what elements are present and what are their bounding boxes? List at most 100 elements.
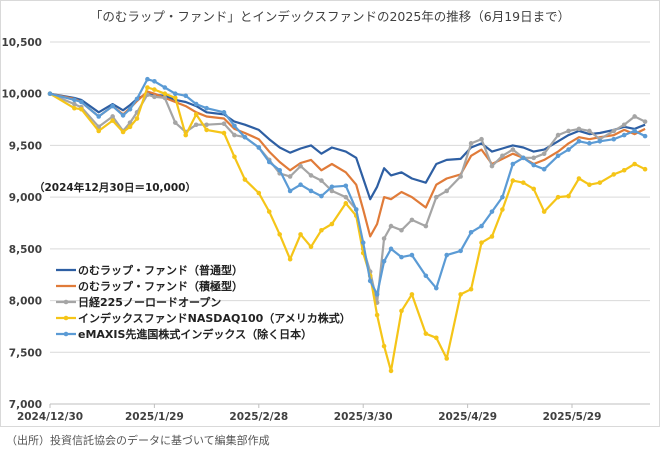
data-point — [204, 122, 209, 128]
data-point — [298, 182, 303, 188]
data-point — [193, 101, 199, 107]
data-point — [621, 167, 627, 173]
data-point — [134, 96, 140, 102]
data-point — [541, 209, 547, 214]
data-point — [256, 190, 262, 196]
data-point — [555, 132, 561, 138]
data-point — [343, 201, 349, 206]
data-point — [319, 227, 324, 233]
data-point — [642, 119, 648, 124]
x-tick-label: 2025/2/28 — [229, 411, 288, 423]
legend-item: インデックスファンドNASDAQ100（アメリカ株式） — [56, 311, 351, 325]
data-point — [319, 193, 324, 199]
data-point — [500, 153, 505, 159]
data-point — [72, 97, 77, 103]
data-point — [162, 95, 168, 101]
data-point — [204, 105, 209, 111]
data-point — [479, 136, 484, 142]
data-point — [458, 292, 463, 297]
data-point — [531, 186, 537, 192]
data-point — [423, 223, 429, 229]
data-point — [287, 174, 293, 179]
data-point — [308, 188, 314, 194]
data-point — [611, 172, 617, 177]
data-point — [266, 159, 272, 165]
data-point — [319, 178, 324, 183]
data-point — [47, 91, 53, 97]
x-tick-label: 2025/1/29 — [125, 411, 184, 423]
data-point — [381, 236, 387, 241]
data-point — [221, 121, 227, 127]
data-point — [287, 256, 293, 262]
data-point — [510, 161, 516, 167]
data-point — [183, 132, 189, 138]
data-point — [555, 194, 561, 200]
legend-marker — [63, 299, 69, 305]
data-point — [277, 167, 282, 173]
data-point — [611, 128, 617, 134]
data-point — [642, 166, 648, 172]
y-tick-label: 8,000 — [9, 296, 42, 308]
data-point — [541, 151, 547, 157]
data-point — [221, 130, 227, 136]
data-point — [444, 252, 450, 258]
data-point — [193, 112, 199, 117]
y-tick-label: 7,000 — [9, 399, 42, 411]
data-point — [204, 127, 209, 133]
data-point — [576, 126, 582, 132]
data-point — [343, 183, 349, 189]
data-point — [96, 114, 102, 119]
data-point — [120, 129, 126, 135]
data-point — [127, 124, 133, 130]
data-point — [242, 177, 248, 182]
series-line — [49, 90, 646, 238]
data-point — [183, 93, 189, 99]
series-1 — [49, 90, 646, 238]
x-tick-label: 2024/12/30 — [17, 411, 83, 423]
y-tick-label: 10,000 — [1, 89, 42, 101]
data-point — [520, 180, 526, 185]
y-tick-label: 10,500 — [1, 37, 42, 49]
data-point — [232, 132, 237, 138]
data-point — [308, 173, 314, 178]
data-point — [277, 232, 282, 237]
data-point — [489, 209, 495, 214]
data-point — [343, 194, 349, 200]
data-point — [468, 230, 474, 235]
data-point — [587, 141, 592, 146]
legend-item: eMAXIS先進国株式インデックス（除く日本） — [56, 327, 312, 341]
data-point — [531, 155, 537, 161]
legend-item: 日経225ノーロードオープン — [56, 295, 221, 309]
data-point — [162, 85, 168, 90]
data-point — [329, 188, 335, 194]
series-4 — [47, 76, 648, 297]
data-point — [500, 207, 505, 212]
x-tick-label: 2025/4/29 — [438, 411, 497, 423]
data-point — [162, 91, 168, 97]
data-point — [531, 162, 537, 168]
legend: のむラップ・ファンド（普通型） のむラップ・ファンド（積極型） 日経225ノーロード… — [56, 263, 351, 341]
data-point — [468, 141, 474, 146]
data-point — [308, 244, 314, 250]
legend-label: インデックスファンドNASDAQ100（アメリカ株式） — [78, 311, 351, 325]
data-point — [587, 128, 592, 134]
legend-label: eMAXIS先進国株式インデックス（除く日本） — [78, 327, 312, 341]
series-3 — [47, 85, 648, 374]
data-point — [489, 234, 495, 239]
data-point — [193, 122, 199, 128]
data-point — [479, 240, 484, 245]
data-point — [444, 356, 450, 361]
data-point — [621, 132, 627, 138]
data-point — [399, 254, 404, 260]
data-point — [510, 147, 516, 152]
data-point — [458, 174, 463, 179]
data-point — [444, 188, 450, 194]
data-point — [96, 128, 102, 134]
data-point — [621, 122, 627, 128]
data-point — [632, 114, 637, 119]
data-point — [298, 232, 303, 237]
data-point — [520, 155, 526, 161]
data-point — [242, 134, 248, 140]
data-point — [152, 79, 157, 84]
data-point — [232, 123, 237, 129]
